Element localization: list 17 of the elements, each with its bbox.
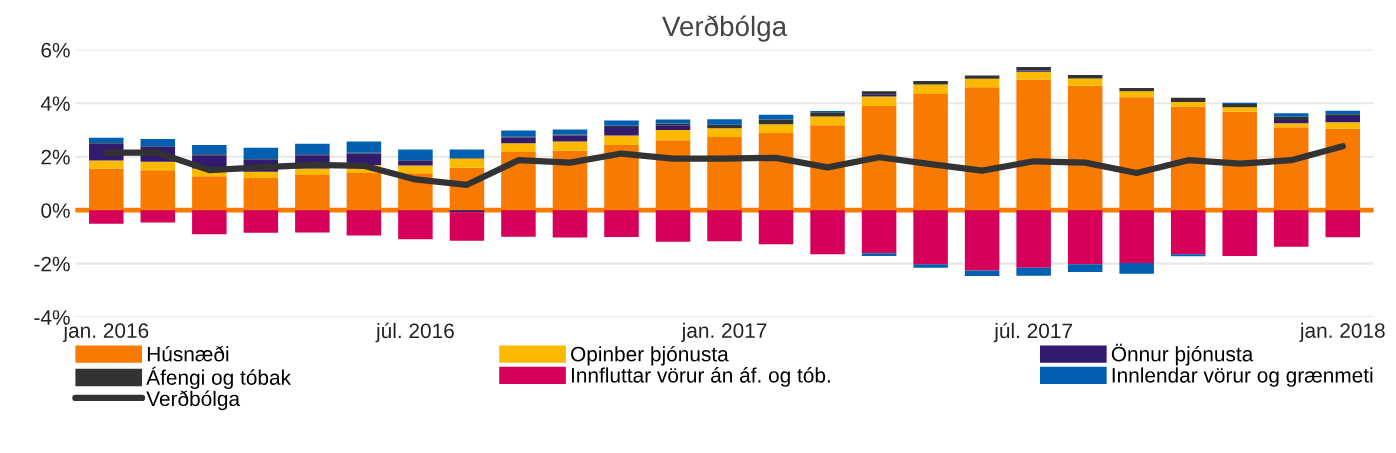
- y-tick-label: 6%: [41, 42, 70, 58]
- legend-label: Húsnæði: [147, 345, 229, 362]
- legend-label: Innlendar vörur og grænmeti: [1112, 367, 1373, 387]
- legend-label: Verðbólga: [146, 390, 241, 411]
- y-tick-label: 0%: [41, 203, 70, 218]
- y-tick-label: 2%: [41, 149, 70, 165]
- x-tick-label: júl. 2016: [375, 322, 454, 343]
- y-tick-label: -2%: [34, 256, 70, 272]
- legend-label: Innfluttar vörur án áf. og tób.: [571, 367, 830, 387]
- chart-title: Verðbólga: [662, 15, 788, 42]
- x-tick-label: jan. 2017: [681, 322, 767, 343]
- legend-label: Áfengi og tóbak: [146, 366, 292, 390]
- y-tick-label: 4%: [40, 96, 70, 111]
- x-tick-label: jan. 2018: [1299, 322, 1385, 343]
- legend-label: Önnur þjónusta: [1111, 343, 1254, 366]
- x-tick-label: júl. 2017: [993, 322, 1072, 343]
- legend-label: Opinber þjónusta: [571, 345, 729, 366]
